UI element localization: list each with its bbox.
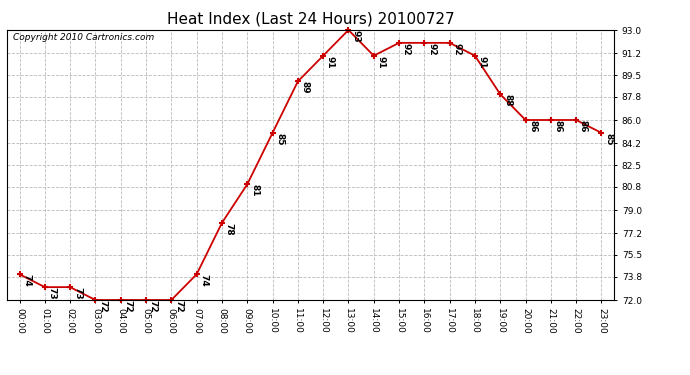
- Text: 91: 91: [326, 56, 335, 68]
- Text: 86: 86: [579, 120, 588, 132]
- Text: 72: 72: [149, 300, 158, 313]
- Text: 72: 72: [174, 300, 183, 313]
- Text: 86: 86: [553, 120, 562, 132]
- Text: 72: 72: [124, 300, 132, 313]
- Text: 73: 73: [48, 287, 57, 300]
- Text: 93: 93: [351, 30, 360, 43]
- Text: 92: 92: [453, 43, 462, 56]
- Text: 85: 85: [275, 133, 284, 146]
- Text: 89: 89: [301, 81, 310, 94]
- Text: 78: 78: [225, 223, 234, 236]
- Text: 73: 73: [73, 287, 82, 300]
- Text: 91: 91: [377, 56, 386, 68]
- Text: 92: 92: [427, 43, 436, 56]
- Text: 92: 92: [402, 43, 411, 56]
- Text: 86: 86: [529, 120, 538, 132]
- Text: 81: 81: [250, 184, 259, 197]
- Text: 72: 72: [98, 300, 107, 313]
- Text: 91: 91: [477, 56, 486, 68]
- Text: 88: 88: [503, 94, 512, 107]
- Text: Heat Index (Last 24 Hours) 20100727: Heat Index (Last 24 Hours) 20100727: [167, 11, 454, 26]
- Text: 74: 74: [199, 274, 208, 287]
- Text: Copyright 2010 Cartronics.com: Copyright 2010 Cartronics.com: [13, 33, 155, 42]
- Text: 85: 85: [604, 133, 613, 146]
- Text: 74: 74: [22, 274, 31, 287]
